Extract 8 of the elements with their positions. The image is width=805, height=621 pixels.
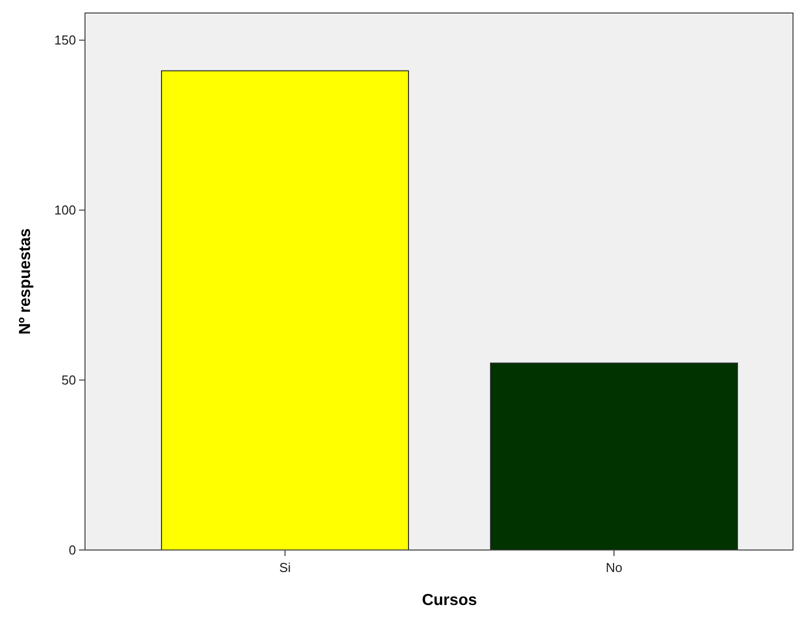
x-tick-label: Si [279,560,291,575]
y-tick-label: 150 [54,32,76,48]
y-axis-title: Nº respuestas [17,228,34,335]
x-axis-title: Cursos [422,592,478,609]
y-tick-label: 0 [68,542,76,558]
y-tick-label: 50 [62,372,76,388]
x-tick-label: No [606,560,622,575]
y-tick-label: 100 [54,202,76,218]
